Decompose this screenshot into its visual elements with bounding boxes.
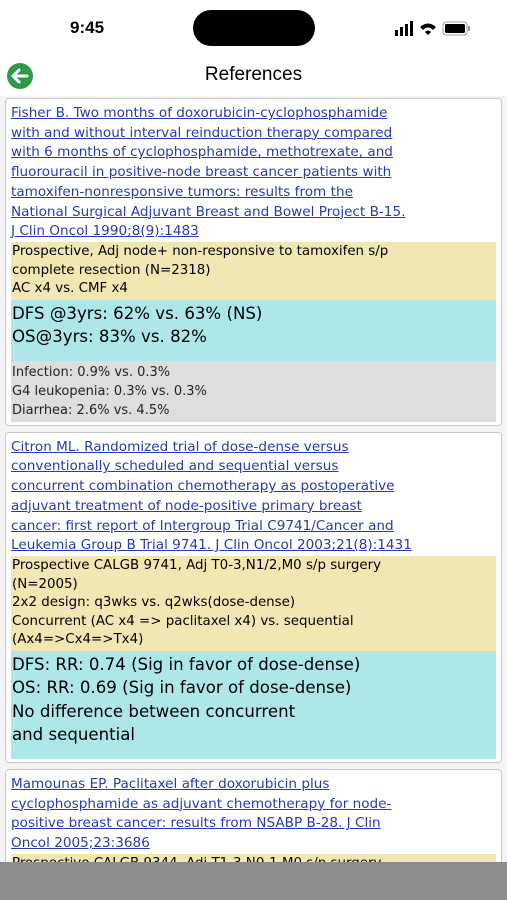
- study-design: Prospective CALGB 9741, Adj T0-3,N1/2,M0…: [11, 555, 496, 651]
- text-line: DFS @3yrs: 62% vs. 63% (NS): [12, 303, 263, 323]
- text-line: (N=2005): [12, 576, 78, 592]
- text-line[interactable]: Leukemia Group B Trial 9741. J Clin Onco…: [11, 537, 412, 554]
- text-line[interactable]: Mamounas EP. Paclitaxel after doxorubici…: [11, 775, 330, 792]
- citation-link[interactable]: Mamounas EP. Paclitaxel after doxorubici…: [11, 775, 496, 854]
- text-line[interactable]: Fisher B. Two months of doxorubicin-cycl…: [11, 105, 388, 121]
- reference-list: Fisher B. Two months of doxorubicin-cycl…: [0, 96, 507, 862]
- dynamic-island: [193, 10, 315, 46]
- text-line[interactable]: J Clin Oncol 1990;8(9):1483: [11, 223, 199, 240]
- text-line[interactable]: tamoxifen-nonresponsive tumors: results …: [11, 183, 353, 200]
- study-design: Prospective, Adj node+ non-responsive to…: [11, 241, 496, 300]
- study-design: Prospective CALGB 9344, Adj T1-3,N0-1,M0…: [11, 853, 496, 862]
- text-line[interactable]: adjuvant treatment of node-positive prim…: [11, 497, 362, 514]
- text-line: Infection: 0.9% vs. 0.3%: [12, 364, 171, 380]
- text-line[interactable]: Citron ML. Randomized trial of dose-dens…: [11, 438, 349, 455]
- text-line: G4 leukopenia: 0.3% vs. 0.3%: [12, 383, 207, 399]
- text-line[interactable]: with 6 months of cyclophosphamide, metho…: [11, 144, 393, 161]
- text-line[interactable]: conventionally scheduled and sequential …: [11, 458, 339, 475]
- text-line[interactable]: cyclophosphamide as adjuvant chemotherap…: [11, 795, 392, 812]
- text-line: OS@3yrs: 83% vs. 82%: [12, 327, 207, 347]
- text-line: No difference between concurrent: [12, 701, 296, 721]
- outcomes: DFS: RR: 0.74 (Sig in favor of dose-dens…: [11, 650, 496, 759]
- text-line[interactable]: with and without interval reinduction th…: [11, 124, 393, 141]
- status-bar: 9:45: [0, 0, 507, 56]
- citation-link[interactable]: Citron ML. Randomized trial of dose-dens…: [11, 438, 496, 556]
- bottom-bar: [0, 862, 507, 900]
- back-button[interactable]: [5, 62, 35, 90]
- reference-card: Citron ML. Randomized trial of dose-dens…: [5, 431, 502, 763]
- text-line: 2x2 design: q3wks vs. q2wks(dose-dense): [12, 595, 296, 611]
- outcomes: DFS @3yrs: 62% vs. 63% (NS) OS@3yrs: 83% …: [11, 299, 496, 361]
- text-line: complete resection (N=2318): [12, 262, 211, 278]
- reference-card: Fisher B. Two months of doxorubicin-cycl…: [5, 98, 502, 426]
- text-line: OS: RR: 0.69 (Sig in favor of dose-dense…: [12, 678, 352, 698]
- text-line[interactable]: concurrent combination chemotherapy as p…: [11, 478, 395, 495]
- text-line: and sequential: [12, 725, 136, 745]
- text-line: Prospective, Adj node+ non-responsive to…: [12, 243, 389, 259]
- text-line: Diarrhea: 2.6% vs. 4.5%: [12, 402, 170, 418]
- title: References: [204, 64, 303, 85]
- text-line: (Ax4=>Cx4=>Tx4): [12, 632, 144, 648]
- text-line: AC x4 vs. CMF x4: [12, 281, 128, 297]
- text-line[interactable]: National Surgical Adjuvant Breast and Bo…: [11, 203, 406, 220]
- toxicity: Infection: 0.9% vs. 0.3% G4 leukopenia: 0…: [11, 360, 496, 422]
- reference-card: Mamounas EP. Paclitaxel after doxorubici…: [5, 768, 502, 862]
- text-line: Prospective CALGB 9344, Adj T1-3,N0-1,M0…: [12, 855, 495, 862]
- nav-header: References: [0, 56, 507, 94]
- text-line: Concurrent (AC x4 => paclitaxel x4) vs. …: [12, 613, 354, 629]
- text-line[interactable]: cancer: first report of Intergroup Trial…: [11, 517, 394, 534]
- status-icons: [395, 21, 470, 36]
- text-line[interactable]: fluorouracil in positive-node breast can…: [11, 164, 392, 181]
- time: 9:45: [70, 18, 105, 37]
- citation-link[interactable]: Fisher B. Two months of doxorubicin-cycl…: [11, 104, 496, 242]
- text-line: Prospective CALGB 9741, Adj T0-3,N1/2,M0…: [12, 557, 382, 573]
- text-line[interactable]: positive breast cancer: results from NSA…: [11, 815, 381, 832]
- text-line[interactable]: Oncol 2005;23:3686: [11, 835, 150, 851]
- text-line: DFS: RR: 0.74 (Sig in favor of dose-dens…: [12, 654, 361, 674]
